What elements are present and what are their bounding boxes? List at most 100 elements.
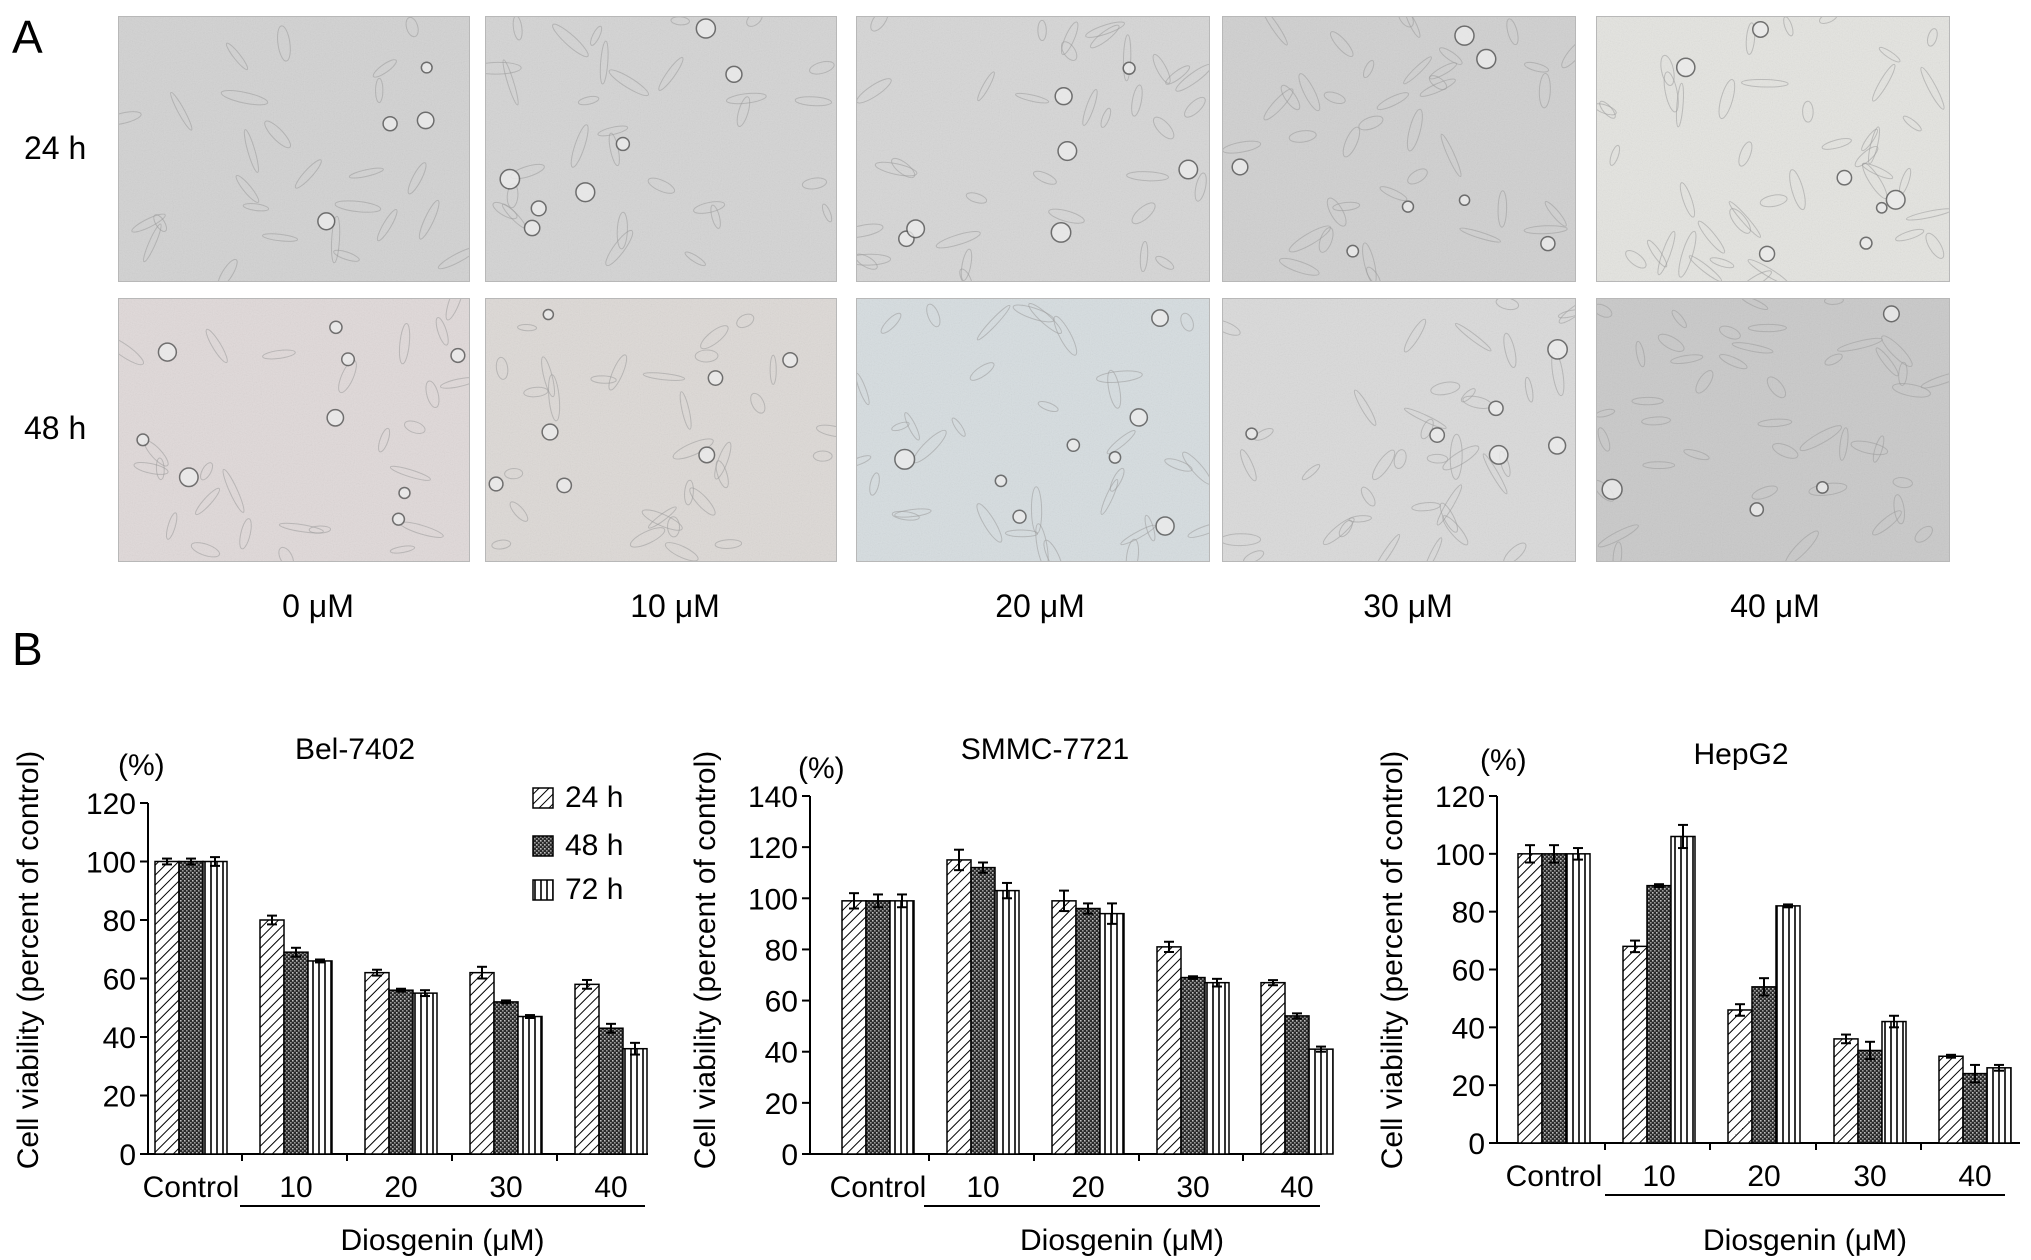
bar-24h-30 [1156,946,1182,1155]
bar-24h-30 [1833,1038,1859,1144]
y-tick-label: 120 [86,788,136,821]
bar-72h-30 [1204,981,1230,1155]
chart-1: Bel-7402 (%) Cell viability (percent of co… [12,733,648,1257]
bar-48h-20 [388,989,414,1155]
y-tick-label: 40 [1452,1012,1485,1045]
y-axis-label: Cell viability (percent of control) [689,751,722,1170]
bar-72h-40 [1986,1067,2012,1144]
x-tick-label: Control [830,1171,927,1204]
x-tick-label: Control [143,1171,240,1204]
legend-swatch-48h [532,835,554,857]
bar-48h-30 [493,1001,519,1155]
y-unit-label: (%) [1480,744,1527,777]
y-tick-label: 140 [748,781,798,814]
concentration-label-30: 30 μM [1363,588,1453,624]
bar-24h-40 [1938,1055,1964,1144]
bar-48h-30 [1180,976,1206,1155]
micrograph-r1-c5 [1596,16,1950,282]
y-tick-label: 20 [765,1088,798,1121]
legend-label-72h: 72 h [565,873,623,906]
micrograph-r1-c4 [1222,16,1576,282]
row-label-48h: 48 h [24,410,87,446]
y-tick-label: 80 [103,905,136,938]
legend-label-48h: 48 h [565,829,623,862]
x-tick-label: 30 [1853,1160,1886,1193]
bar-48h-40 [1284,1015,1310,1155]
x-tick-label: 10 [1642,1160,1675,1193]
bar-48h-30 [1857,1049,1883,1144]
y-tick-label: 40 [765,1037,798,1070]
concentration-label-40: 40 μM [1730,588,1820,624]
chart-title: SMMC-7721 [961,733,1129,766]
row-label-24h: 24 h [24,130,87,166]
micrograph-r2-c4 [1222,298,1576,562]
x-tick-label: 40 [1958,1160,1991,1193]
y-tick-label: 20 [1452,1070,1485,1103]
micrograph-r1-c1 [118,16,470,282]
y-tick-label: 60 [765,986,798,1019]
chart-title: Bel-7402 [295,733,415,766]
x-tick-label: 10 [279,1171,312,1204]
bar-72h-30 [517,1015,543,1155]
y-tick-label: 40 [103,1022,136,1055]
chart-3: HepG2 (%) Cell viability (percent of contr… [1376,738,2020,1257]
bar-48h-Control [865,900,891,1155]
bar-72h-20 [1775,905,1801,1144]
bar-48h-10 [1646,884,1672,1144]
micrograph-r1-c2 [485,16,837,282]
y-tick-label: 60 [103,964,136,997]
y-tick-label: 100 [1435,839,1485,872]
legend-swatch-72h [532,879,554,901]
bar-72h-Control [889,900,915,1155]
bar-24h-40 [574,983,600,1155]
bar-72h-Control [1565,853,1591,1144]
x-tick-label: 30 [489,1171,522,1204]
x-tick-label: 40 [1280,1171,1313,1204]
bar-24h-20 [1051,900,1077,1155]
bar-24h-40 [1260,981,1286,1155]
legend: 24 h 48 h 72 h [532,781,623,906]
bar-48h-20 [1075,907,1101,1155]
bar-48h-40 [1962,1072,1988,1144]
bar-48h-Control [1541,853,1567,1144]
y-tick-label: 80 [1452,897,1485,930]
concentration-label-10: 10 μM [630,588,720,624]
x-axis-label: Diosgenin (μM) [340,1224,544,1257]
y-tick-label: 0 [781,1139,798,1172]
bar-24h-10 [946,859,972,1155]
y-tick-label: 0 [119,1139,136,1172]
x-axis-label: Diosgenin (μM) [1703,1224,1907,1257]
bar-72h-30 [1881,1020,1907,1144]
bar-72h-10 [1670,835,1696,1144]
concentration-label-0: 0 μM [282,588,354,624]
micrograph-r2-c1 [118,298,470,562]
bar-24h-20 [364,971,390,1155]
micrograph-r2-c3 [856,298,1210,562]
bar-48h-10 [970,866,996,1155]
y-tick-label: 80 [765,934,798,967]
y-tick-label: 20 [103,1081,136,1114]
y-tick-label: 120 [748,832,798,865]
bar-48h-40 [598,1027,624,1155]
x-tick-label: 30 [1176,1171,1209,1204]
x-tick-label: 20 [1071,1171,1104,1204]
concentration-label-20: 20 μM [995,588,1085,624]
bar-72h-20 [412,992,438,1155]
x-tick-label: 10 [966,1171,999,1204]
bar-72h-20 [1099,912,1125,1155]
y-unit-label: (%) [118,749,165,782]
y-tick-label: 60 [1452,955,1485,988]
bar-24h-10 [259,919,285,1155]
chart-2: SMMC-7721 (%) Cell viability (percent of c… [689,733,1334,1257]
micrograph-r1-c3 [856,16,1210,282]
legend-label-24h: 24 h [565,781,623,814]
panel-b-letter: B [12,623,43,675]
y-tick-label: 100 [86,847,136,880]
x-tick-label: 20 [1747,1160,1780,1193]
bar-48h-10 [283,951,309,1155]
y-tick-label: 100 [748,883,798,916]
chart-title: HepG2 [1693,738,1788,771]
y-tick-label: 0 [1468,1128,1485,1161]
